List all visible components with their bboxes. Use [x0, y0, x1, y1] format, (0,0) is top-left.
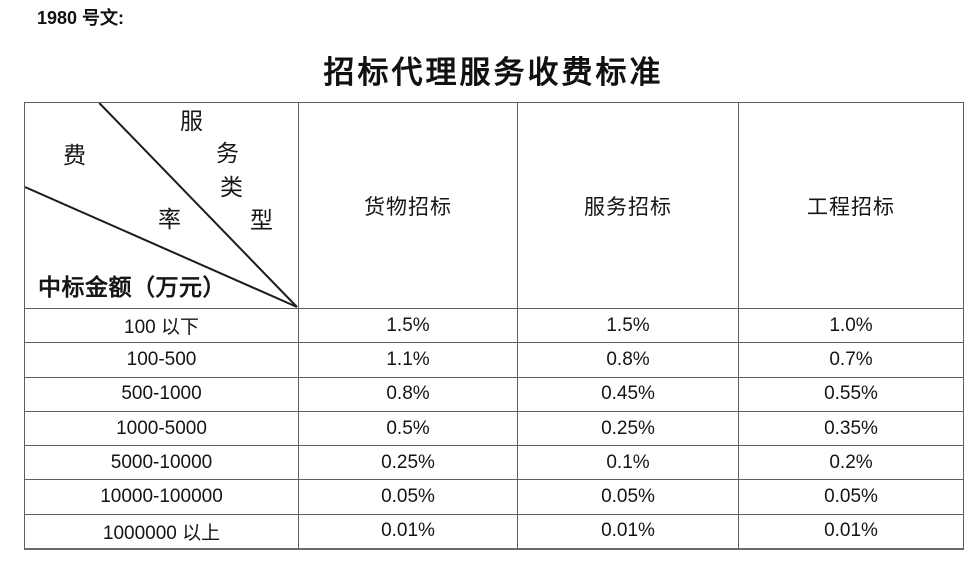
table-row: 1000-5000 0.5% 0.25% 0.35% — [24, 410, 964, 447]
fee-rate-cell: 0.45% — [517, 376, 739, 412]
amount-range-cell: 5000-10000 — [24, 445, 299, 481]
fee-rate-cell: 0.8% — [517, 342, 739, 378]
fee-rate-cell: 0.5% — [298, 410, 518, 447]
amount-range-cell: 100-500 — [24, 342, 299, 378]
table-row: 5000-10000 0.25% 0.1% 0.2% — [24, 445, 964, 481]
column-header-service-bidding: 服务招标 — [517, 102, 739, 309]
header-row: 服 务 类 型 费 率 中标金额（万元） 货物招标 服务招标 工程招标 — [24, 102, 964, 309]
corner-rate-char-1: 费 — [63, 143, 86, 168]
column-header-goods-bidding: 货物招标 — [298, 102, 518, 309]
fee-rate-cell: 0.1% — [517, 445, 739, 481]
fee-rate-cell: 0.01% — [298, 513, 518, 550]
column-header-works-bidding: 工程招标 — [738, 102, 964, 309]
document-title: 招标代理服务收费标准 — [323, 55, 664, 90]
corner-service-type-char-2: 务 — [216, 141, 239, 166]
fee-rate-cell: 0.8% — [298, 376, 518, 412]
corner-service-type-char-1: 服 — [180, 109, 203, 134]
fee-rate-cell: 0.25% — [517, 410, 739, 447]
corner-amount-label: 中标金额（万元） — [38, 275, 226, 300]
fee-rate-cell: 1.0% — [738, 307, 964, 344]
amount-range-cell: 1000000 以上 — [24, 513, 299, 550]
corner-service-type-char-4: 型 — [250, 208, 273, 233]
fee-rate-cell: 0.05% — [738, 479, 964, 515]
fee-rate-cell: 0.7% — [738, 342, 964, 378]
fee-rate-cell: 0.25% — [298, 445, 518, 481]
table-row: 10000-100000 0.05% 0.05% 0.05% — [24, 479, 964, 515]
fee-rate-cell: 1.5% — [298, 307, 518, 344]
corner-header-cell: 服 务 类 型 费 率 中标金额（万元） — [24, 102, 299, 309]
corner-rate-char-2: 率 — [158, 207, 181, 232]
fee-rate-cell: 0.05% — [517, 479, 739, 515]
fee-rate-cell: 0.05% — [298, 479, 518, 515]
amount-range-cell: 10000-100000 — [24, 479, 299, 515]
diagonal-divider-lines — [25, 103, 298, 308]
amount-range-cell: 1000-5000 — [24, 410, 299, 447]
fee-rate-cell: 0.01% — [517, 513, 739, 550]
fee-rate-cell: 1.1% — [298, 342, 518, 378]
table-row: 1000000 以上 0.01% 0.01% 0.01% — [24, 513, 964, 550]
doc-number-label: 1980 号文: — [37, 8, 125, 28]
fee-rate-cell: 0.01% — [738, 513, 964, 550]
table-row: 100 以下 1.5% 1.5% 1.0% — [24, 307, 964, 344]
fee-rate-cell: 0.55% — [738, 376, 964, 412]
fee-standard-table: 服 务 类 型 费 率 中标金额（万元） 货物招标 服务招标 工程招标 100 … — [24, 102, 964, 550]
amount-range-cell: 100 以下 — [24, 307, 299, 344]
fee-rate-cell: 0.2% — [738, 445, 964, 481]
corner-service-type-char-3: 类 — [220, 175, 243, 200]
fee-rate-cell: 0.35% — [738, 410, 964, 447]
table-row: 100-500 1.1% 0.8% 0.7% — [24, 342, 964, 378]
fee-rate-cell: 1.5% — [517, 307, 739, 344]
amount-range-cell: 500-1000 — [24, 376, 299, 412]
table-row: 500-1000 0.8% 0.45% 0.55% — [24, 376, 964, 412]
